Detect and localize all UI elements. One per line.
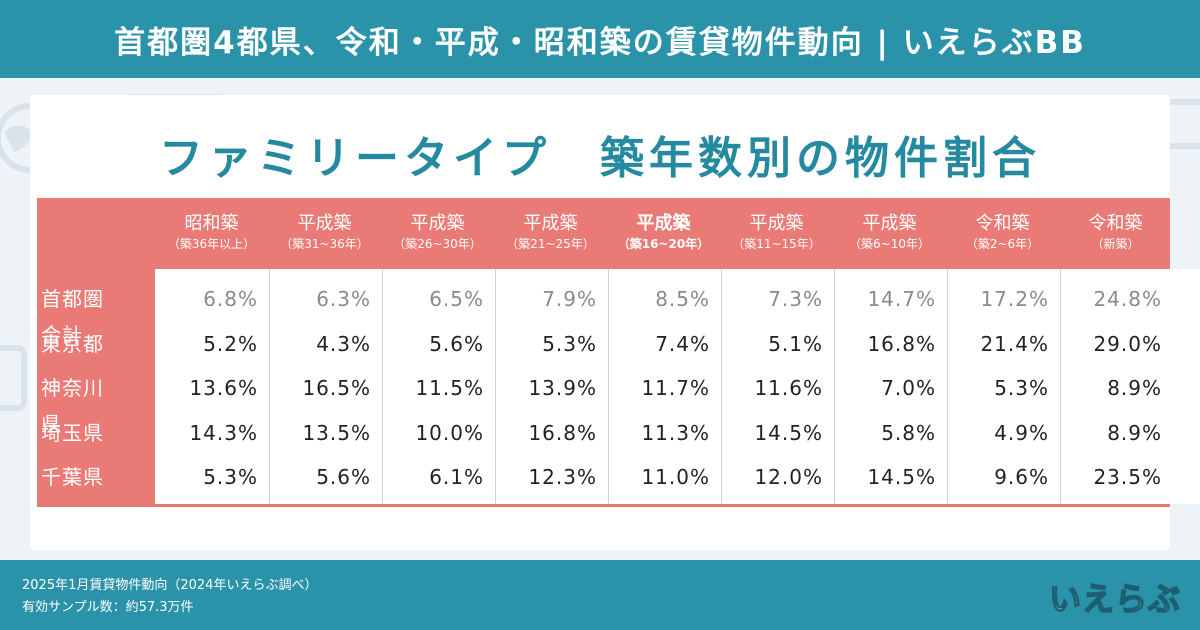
column-divider bbox=[834, 269, 835, 504]
table-cell: 6.3% bbox=[316, 287, 371, 311]
column-divider bbox=[382, 269, 383, 504]
column-header: 令和築 （新築） bbox=[1059, 213, 1172, 253]
table-cell: 16.5% bbox=[302, 376, 371, 400]
table-cell: 24.8% bbox=[1093, 287, 1162, 311]
column-divider bbox=[269, 269, 270, 504]
column-header-label: 令和築 bbox=[1088, 213, 1143, 234]
table-cell: 5.2% bbox=[203, 332, 258, 356]
table-cell: 6.8% bbox=[203, 287, 258, 311]
row-label: 首都圏合計 bbox=[41, 287, 104, 347]
column-header: 平成築 （築11~15年） bbox=[720, 213, 833, 253]
play-icon bbox=[0, 345, 27, 411]
table-cell: 21.4% bbox=[980, 332, 1049, 356]
column-divider bbox=[1060, 269, 1061, 504]
column-header-sublabel: （築16~20年） bbox=[617, 237, 710, 251]
table-cell: 6.5% bbox=[429, 287, 484, 311]
column-header: 平成築 （築21~25年） bbox=[494, 213, 607, 253]
table-cell: 4.9% bbox=[994, 421, 1049, 445]
table-cell: 13.5% bbox=[302, 421, 371, 445]
column-header-label: 昭和築 bbox=[184, 213, 239, 234]
ierabu-logo: いえらぶ bbox=[1050, 579, 1180, 619]
column-divider bbox=[608, 269, 609, 504]
table-cell: 11.5% bbox=[415, 376, 484, 400]
column-header-sublabel: （築26~30年） bbox=[393, 237, 482, 251]
column-divider bbox=[495, 269, 496, 504]
column-header: 令和築 （築2~6年） bbox=[946, 213, 1059, 253]
table-cell: 7.0% bbox=[881, 376, 936, 400]
column-header-label: 平成築 bbox=[636, 213, 691, 234]
row-label: 千葉県 bbox=[41, 465, 104, 489]
table-cell: 6.1% bbox=[429, 465, 484, 489]
column-header: 昭和築 （築36年以上） bbox=[155, 213, 268, 253]
table-cell: 12.0% bbox=[754, 465, 823, 489]
sample-note: 有効サンプル数：約57.3万件 bbox=[22, 600, 194, 615]
table-cell: 5.6% bbox=[429, 332, 484, 356]
column-header-sublabel: （新築） bbox=[1091, 237, 1140, 251]
table-cell: 14.5% bbox=[867, 465, 936, 489]
table-cell: 23.5% bbox=[1093, 465, 1162, 489]
table-cell: 9.6% bbox=[994, 465, 1049, 489]
table-cell: 5.1% bbox=[768, 332, 823, 356]
table-cell: 5.8% bbox=[881, 421, 936, 445]
table-cell: 12.3% bbox=[528, 465, 597, 489]
table-cell: 16.8% bbox=[867, 332, 936, 356]
column-header-sublabel: （築2~6年） bbox=[965, 237, 1040, 251]
table-cell: 5.3% bbox=[203, 465, 258, 489]
column-header-sublabel: （築11~15年） bbox=[732, 237, 821, 251]
column-header-label: 平成築 bbox=[410, 213, 465, 234]
table-cell: 5.6% bbox=[316, 465, 371, 489]
table-cell: 8.5% bbox=[655, 287, 710, 311]
data-table: 6.8% 6.3% 6.5% 7.9% 8.5% 7.3% 14.7% 17.2% 24.8% 5… bbox=[37, 198, 1200, 507]
column-header: 平成築 （築16~20年） bbox=[607, 213, 720, 253]
table-cell: 8.9% bbox=[1107, 421, 1162, 445]
header-title: 首都圏4都県、令和・平成・昭和築の賃貸物件動向 | いえらぶBB bbox=[114, 24, 1086, 61]
column-header-label: 平成築 bbox=[297, 213, 352, 234]
table-cell: 14.5% bbox=[754, 421, 823, 445]
row-label: 神奈川県 bbox=[41, 376, 104, 436]
column-header-sublabel: （築6~10年） bbox=[849, 237, 930, 251]
column-header-sublabel: （築36年以上） bbox=[167, 237, 256, 251]
source-note: 2025年1月賃貸物件動向（2024年いえらぶ調べ） bbox=[22, 578, 318, 593]
column-header: 平成築 （築6~10年） bbox=[833, 213, 946, 253]
column-header: 平成築 （築26~30年） bbox=[381, 213, 494, 253]
table-cell: 11.3% bbox=[641, 421, 710, 445]
table-cell: 17.2% bbox=[980, 287, 1049, 311]
table-cell: 5.3% bbox=[994, 376, 1049, 400]
table-cell: 11.0% bbox=[641, 465, 710, 489]
column-header-label: 平成築 bbox=[862, 213, 917, 234]
table-cell: 29.0% bbox=[1093, 332, 1162, 356]
table-cell: 13.9% bbox=[528, 376, 597, 400]
column-header: 平成築 （築31~36年） bbox=[268, 213, 381, 253]
chart-title: ファミリータイプ 築年数別の物件割合 bbox=[159, 133, 1041, 184]
table-cell: 16.8% bbox=[528, 421, 597, 445]
table-cell: 4.3% bbox=[316, 332, 371, 356]
column-divider bbox=[947, 269, 948, 504]
column-header-label: 令和築 bbox=[975, 213, 1030, 234]
column-divider bbox=[721, 269, 722, 504]
table-cell: 14.3% bbox=[189, 421, 258, 445]
table-cell: 14.7% bbox=[867, 287, 936, 311]
table-cell: 10.0% bbox=[415, 421, 484, 445]
table-cell: 8.9% bbox=[1107, 376, 1162, 400]
table-body: 6.8% 6.3% 6.5% 7.9% 8.5% 7.3% 14.7% 17.2% 24.8% 5… bbox=[155, 269, 1200, 504]
column-header-label: 平成築 bbox=[523, 213, 578, 234]
table-cell: 5.3% bbox=[542, 332, 597, 356]
table-cell: 7.3% bbox=[768, 287, 823, 311]
svg-text:いえらぶ: いえらぶ bbox=[1050, 580, 1180, 618]
table-cell: 7.9% bbox=[542, 287, 597, 311]
page-header: 首都圏4都県、令和・平成・昭和築の賃貸物件動向 | いえらぶBB bbox=[0, 0, 1200, 78]
page-footer: 2025年1月賃貸物件動向（2024年いえらぶ調べ） 有効サンプル数：約57.3… bbox=[0, 560, 1200, 630]
row-label: 東京都 bbox=[41, 332, 104, 356]
table-cell: 11.6% bbox=[754, 376, 823, 400]
column-header-label: 平成築 bbox=[749, 213, 804, 234]
column-header-sublabel: （築21~25年） bbox=[506, 237, 595, 251]
table-cell: 13.6% bbox=[189, 376, 258, 400]
table-cell: 11.7% bbox=[641, 376, 710, 400]
column-header-sublabel: （築31~36年） bbox=[280, 237, 369, 251]
row-label: 埼玉県 bbox=[41, 421, 104, 445]
table-cell: 7.4% bbox=[655, 332, 710, 356]
